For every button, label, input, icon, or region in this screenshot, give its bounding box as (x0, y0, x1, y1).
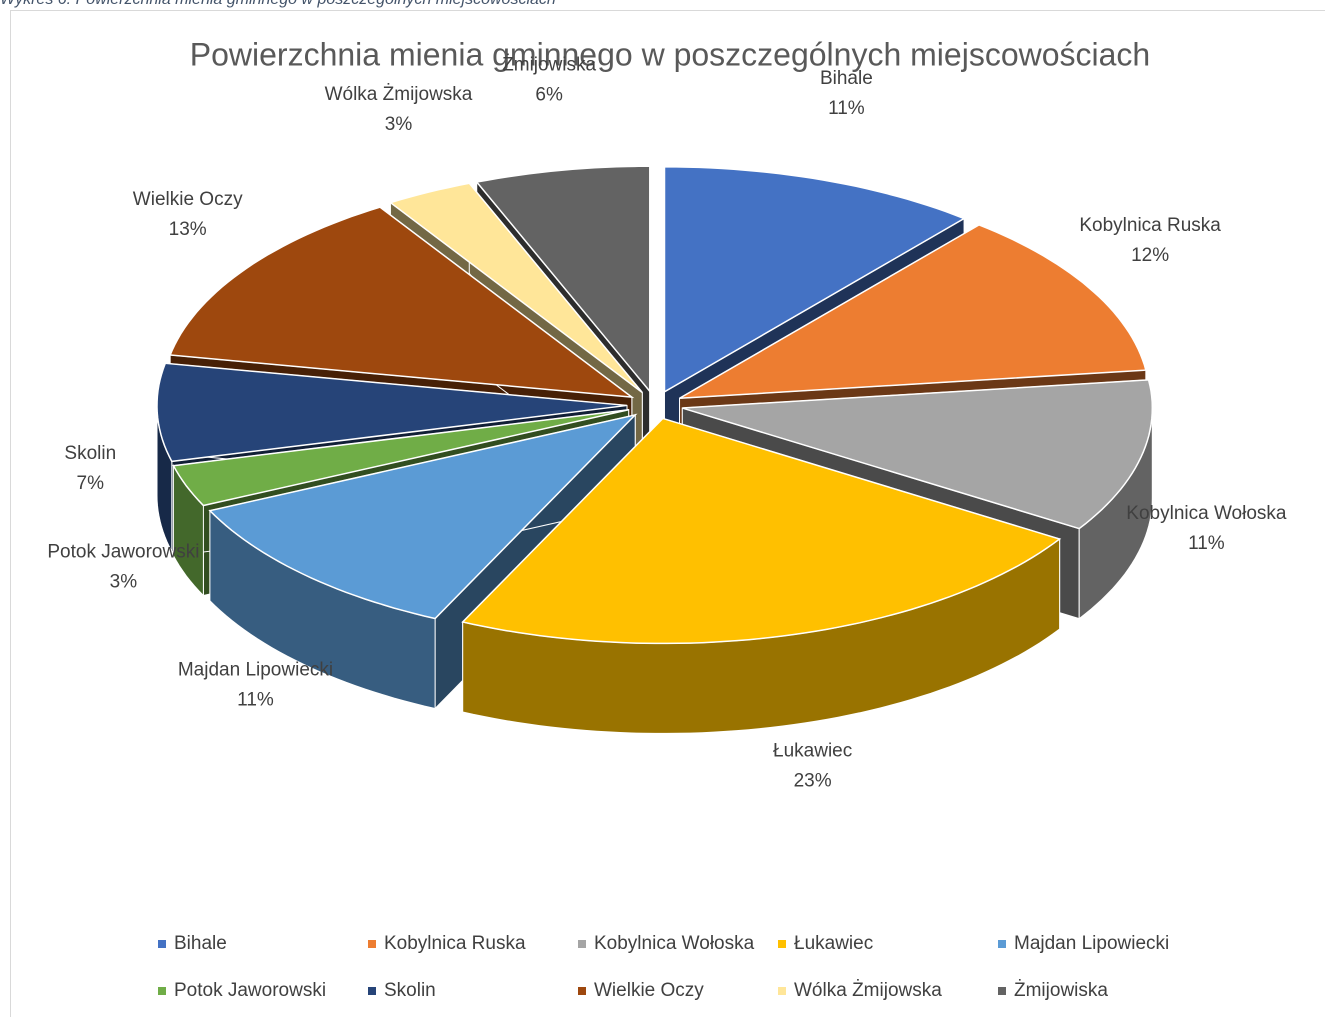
legend-swatch (998, 987, 1006, 995)
data-label-name: Bihale (820, 68, 873, 89)
data-label-value: 11% (237, 689, 274, 710)
data-label-name: Wólka Żmijowska (325, 84, 473, 105)
legend-label: Skolin (384, 980, 436, 1001)
data-label-name: Skolin (64, 443, 116, 464)
caption: Wykres 6. Powierzchnia mienia gminnego w… (0, 0, 556, 8)
legend-label: Łukawiec (794, 933, 873, 954)
slice (663, 166, 966, 394)
legend-label: Kobylnica Ruska (384, 933, 526, 954)
data-label-value: 13% (169, 219, 207, 240)
data-label-value: 23% (794, 770, 832, 791)
slice (475, 165, 651, 394)
legend-swatch (158, 940, 166, 948)
legend-swatch (368, 987, 376, 995)
legend-label: Potok Jaworowski (174, 980, 326, 1001)
legend-swatch (578, 940, 586, 948)
legend-swatch (778, 987, 786, 995)
pie (156, 165, 1154, 734)
legend-swatch (998, 940, 1006, 948)
legend-label: Bihale (174, 933, 227, 954)
legend-label: Majdan Lipowiecki (1014, 933, 1169, 954)
legend-swatch (778, 940, 786, 948)
legend-label: Wielkie Oczy (594, 980, 704, 1001)
slice (461, 417, 1062, 645)
data-label-value: 12% (1131, 245, 1169, 266)
slice (679, 224, 1147, 400)
slice (156, 362, 628, 463)
legend-label: Kobylnica Wołoska (594, 933, 755, 954)
slice (208, 413, 638, 620)
data-label-name: Kobylnica Ruska (1079, 215, 1221, 236)
slice (169, 206, 635, 399)
data-label-value: 11% (1188, 533, 1225, 554)
data-label-value: 3% (385, 114, 413, 135)
data-label-value: 6% (535, 85, 563, 106)
data-label-value: 3% (110, 571, 138, 592)
legend-swatch (158, 987, 166, 995)
slice (682, 379, 1154, 530)
slice (172, 408, 629, 507)
slice (388, 182, 643, 394)
legend-swatch (368, 940, 376, 948)
data-label-name: Potok Jaworowski (47, 541, 199, 562)
data-label-name: Wielkie Oczy (133, 189, 243, 210)
data-label-name: Majdan Lipowiecki (178, 659, 333, 680)
data-label-value: 7% (77, 473, 105, 494)
legend-label: Wólka Żmijowska (794, 980, 942, 1001)
data-label-name: Żmijowiska (502, 55, 596, 76)
data-label-name: Kobylnica Wołoska (1126, 503, 1287, 524)
data-label-name: Łukawiec (773, 740, 852, 761)
legend-swatch (578, 987, 586, 995)
data-label-value: 11% (828, 98, 865, 119)
legend-label: Żmijowiska (1014, 980, 1108, 1001)
chart-title: Powierzchnia mienia gminnego w poszczegó… (190, 36, 1150, 72)
